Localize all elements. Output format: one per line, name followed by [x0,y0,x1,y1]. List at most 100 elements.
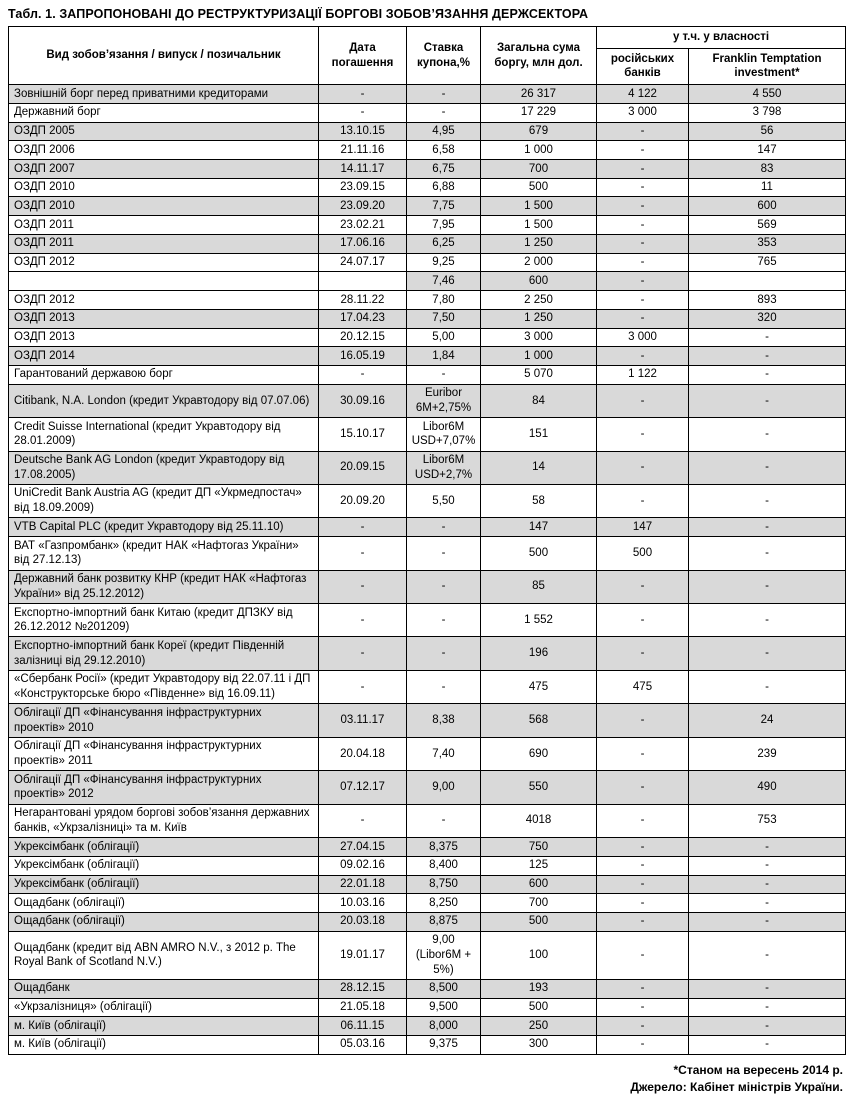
value-cell: 600 [480,271,597,292]
value-cell: - [688,327,846,348]
value-cell: 568 [480,703,597,738]
value-cell: 4 550 [688,84,846,104]
value-cell: 8,500 [406,978,481,999]
table-row: Укрексімбанк (облігації) 22.01.18 8,750 600… [8,874,846,895]
value-cell: - [688,536,846,571]
value-cell: - [688,364,846,385]
value-cell: - [688,874,846,895]
value-cell: 28.12.15 [318,978,407,999]
value-cell: 14.11.17 [318,159,407,179]
value-cell: - [596,177,689,198]
value-cell: Euribor 6M+2,75% [406,383,481,419]
value-cell: - [596,770,689,805]
debt-table: Вид зобов’язання / випуск / позичальник … [8,25,846,1055]
value-cell: 765 [688,252,846,273]
value-cell: 353 [688,233,846,254]
value-cell: 600 [480,874,597,895]
value-cell: - [596,483,689,519]
table-header: Вид зобов’язання / випуск / позичальник … [8,25,846,86]
table-row: ОЗДП 2010 23.09.20 7,75 1 500-600 [8,196,846,217]
table-title: Табл. 1. ЗАПРОПОНОВАНІ ДО РЕСТРУКТУРИЗАЦ… [8,7,589,21]
value-cell: 9,00 [406,770,481,805]
value-cell: - [596,417,689,452]
value-cell: 17 229 [480,102,597,123]
value-cell: 500 [596,536,689,571]
value-cell: 24 [688,703,846,738]
value-cell: 9,500 [406,997,481,1018]
value-cell: 5,00 [406,327,481,348]
obligation-cell [8,271,319,292]
table-row: Експортно-імпортний банк Китаю (кредит Д… [8,602,846,638]
value-cell: 600 [688,196,846,217]
value-cell: 20.12.15 [318,327,407,348]
table-row: «Сбербанк Росії» (кредит Укравтодору від… [8,669,846,705]
value-cell: 20.03.18 [318,911,407,932]
value-cell: 2 250 [480,290,597,310]
value-cell: 151 [480,417,597,452]
obligation-cell: м. Київ (облігації) [8,1034,319,1055]
obligation-cell: VTB Capital PLC (кредит Укравтодору від … [8,517,319,538]
value-cell: 8,400 [406,855,481,876]
value-cell: 84 [480,383,597,419]
value-cell [688,271,846,292]
value-cell: 690 [480,736,597,772]
obligation-cell: Державний банк розвитку КНР (кредит НАК … [8,569,319,605]
obligation-cell: м. Київ (облігації) [8,1016,319,1036]
value-cell: - [688,893,846,913]
value-cell: - [688,417,846,452]
header-obligation: Вид зобов’язання / випуск / позичальник [8,25,319,86]
value-cell: 27.04.15 [318,837,407,857]
table-row: ОЗДП 2005 13.10.15 4,95 679-56 [8,121,846,142]
value-cell: 125 [480,855,597,876]
value-cell: 8,875 [406,911,481,932]
table-row: Укрексімбанк (облігації) 09.02.16 8,400 125… [8,855,846,876]
obligation-cell: Credit Suisse International (кредит Укра… [8,417,319,452]
obligation-cell: ОЗДП 2006 [8,140,319,161]
value-cell: 475 [480,669,597,705]
value-cell: 1,84 [406,346,481,366]
value-cell: - [406,517,481,538]
table-row: м. Київ (облігації) 05.03.16 9,375 300- - [8,1034,846,1055]
obligation-cell: Укрексімбанк (облігації) [8,855,319,876]
value-cell: - [318,102,407,123]
table-row: ОЗДП 2006 21.11.16 6,58 1 000-147 [8,140,846,161]
value-cell: 28.11.22 [318,290,407,310]
value-cell: - [596,911,689,932]
value-cell: 3 000 [596,102,689,123]
value-cell: 20.04.18 [318,736,407,772]
obligation-cell: Гарантований державою борг [8,364,319,385]
value-cell: - [318,517,407,538]
value-cell: - [688,855,846,876]
obligation-cell: Експортно-імпортний банк Китаю (кредит Д… [8,602,319,638]
header-franklin: Franklin Temptation investment* [688,47,846,86]
table-row: ОЗДП 2014 16.05.19 1,84 1 000- - [8,346,846,366]
value-cell: 8,38 [406,703,481,738]
obligation-cell: ОЗДП 2014 [8,346,319,366]
value-cell: 19.01.17 [318,930,407,980]
value-cell: - [318,364,407,385]
value-cell: - [318,569,407,605]
table-row: ВАТ «Газпромбанк» (кредит НАК «Нафтогаз … [8,536,846,571]
value-cell: - [318,84,407,104]
value-cell: - [688,1016,846,1036]
value-cell: - [596,874,689,895]
value-cell: - [406,536,481,571]
obligation-cell: Ощадбанк [8,978,319,999]
value-cell: - [596,997,689,1018]
table-row: ОЗДП 2011 23.02.21 7,95 1 500-569 [8,215,846,235]
value-cell: 10.03.16 [318,893,407,913]
value-cell: 07.12.17 [318,770,407,805]
value-cell: - [688,930,846,980]
obligation-cell: ОЗДП 2007 [8,159,319,179]
value-cell: 3 000 [596,327,689,348]
value-cell: 7,75 [406,196,481,217]
value-cell: 147 [596,517,689,538]
value-cell: 239 [688,736,846,772]
table-row: VTB Capital PLC (кредит Укравтодору від … [8,517,846,538]
value-cell: 753 [688,803,846,839]
value-cell: Libor6M USD+7,07% [406,417,481,452]
header-maturity-date: Дата погашення [318,25,407,86]
value-cell: 7,46 [406,271,481,292]
table-row: 7,46 600- [8,271,846,292]
